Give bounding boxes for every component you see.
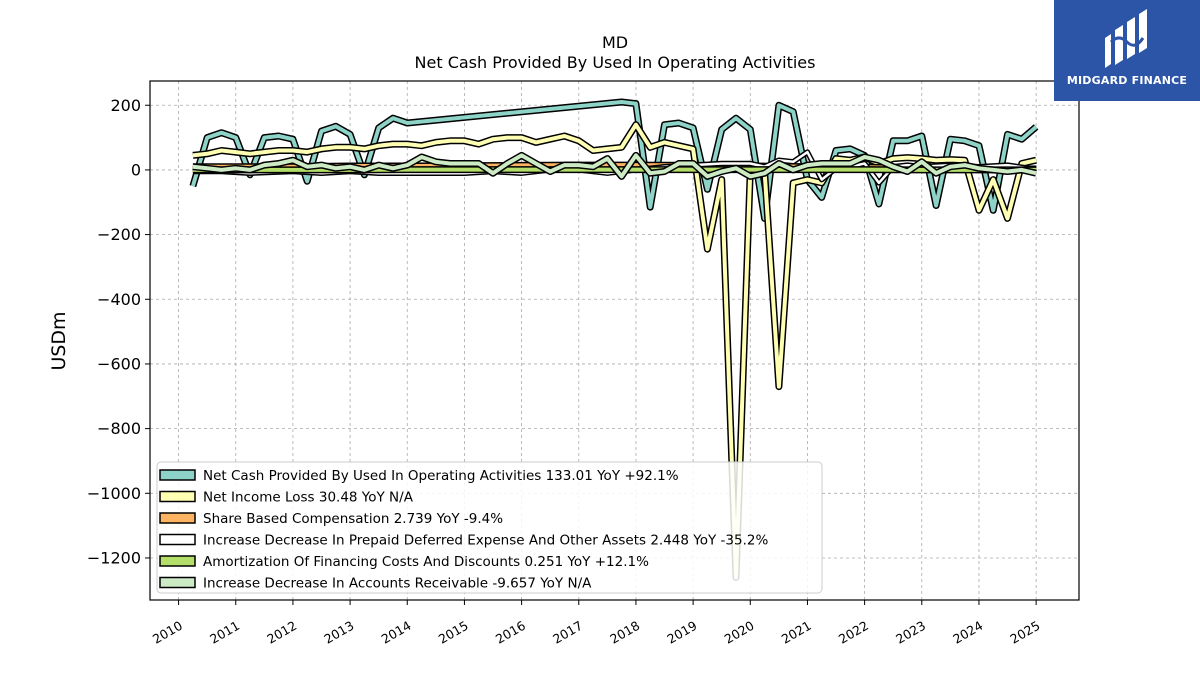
legend-swatch	[159, 490, 196, 503]
x-tick-label: 2010	[150, 618, 185, 647]
legend-swatch	[159, 533, 196, 546]
legend-swatch	[159, 469, 196, 481]
legend: Net Cash Provided By Used In Operating A…	[156, 461, 823, 594]
x-tick-label: 2020	[722, 618, 757, 647]
x-tick-label: 2016	[493, 618, 528, 647]
x-tick-label: 2023	[893, 618, 928, 647]
y-tick-label: −800	[97, 419, 141, 438]
x-tick-label: 2014	[379, 618, 414, 647]
x-tick-label: 2013	[321, 618, 356, 647]
legend-label: Net Income Loss 30.48 YoY N/A	[203, 490, 414, 506]
y-tick-label: −600	[97, 354, 141, 373]
x-tick-label: 2011	[207, 618, 242, 647]
brand-logo: MIDGARD FINANCE	[1054, 0, 1200, 101]
legend-label: Increase Decrease In Accounts Receivable…	[203, 576, 592, 592]
x-tick-label: 2024	[950, 618, 985, 647]
legend-box	[156, 461, 823, 594]
y-tick-label: 200	[110, 96, 141, 115]
x-tick-label: 2015	[436, 618, 471, 647]
series-lines	[189, 98, 1039, 581]
y-tick-label: 0	[131, 160, 141, 179]
legend-label: Share Based Compensation 2.739 YoY -9.4%	[203, 511, 503, 527]
plot-frame	[149, 80, 1080, 601]
legend-label: Increase Decrease In Prepaid Deferred Ex…	[203, 533, 768, 549]
x-tick-label: 2017	[550, 618, 585, 647]
x-tick-label: 2022	[836, 618, 871, 647]
y-tick-label: −1200	[87, 548, 141, 567]
series-1	[192, 121, 1037, 581]
legend-label: Amortization Of Financing Costs And Disc…	[203, 554, 649, 570]
x-tick-label: 2018	[607, 618, 642, 647]
y-tick-label: −200	[97, 225, 141, 244]
y-tick-label: −1000	[87, 484, 141, 503]
x-tick-label: 2025	[1007, 618, 1042, 647]
logo-text: MIDGARD FINANCE	[1066, 74, 1188, 87]
legend-swatch	[159, 555, 196, 567]
logo-mark-icon	[1105, 9, 1147, 68]
series-5	[192, 151, 1037, 180]
y-tick-label: −400	[97, 290, 141, 309]
series-line	[192, 153, 1037, 179]
legend-swatch	[159, 512, 196, 524]
x-tick-label: 2012	[264, 618, 299, 647]
legend-label: Net Cash Provided By Used In Operating A…	[203, 468, 679, 484]
chart-title: MD	[602, 33, 628, 52]
x-tick-label: 2019	[664, 618, 699, 647]
chart-subtitle: Net Cash Provided By Used In Operating A…	[415, 53, 816, 72]
legend-swatch	[159, 576, 196, 589]
y-axis-label: USDm	[48, 311, 70, 370]
series-line	[192, 122, 1037, 580]
x-tick-label: 2021	[779, 618, 814, 647]
